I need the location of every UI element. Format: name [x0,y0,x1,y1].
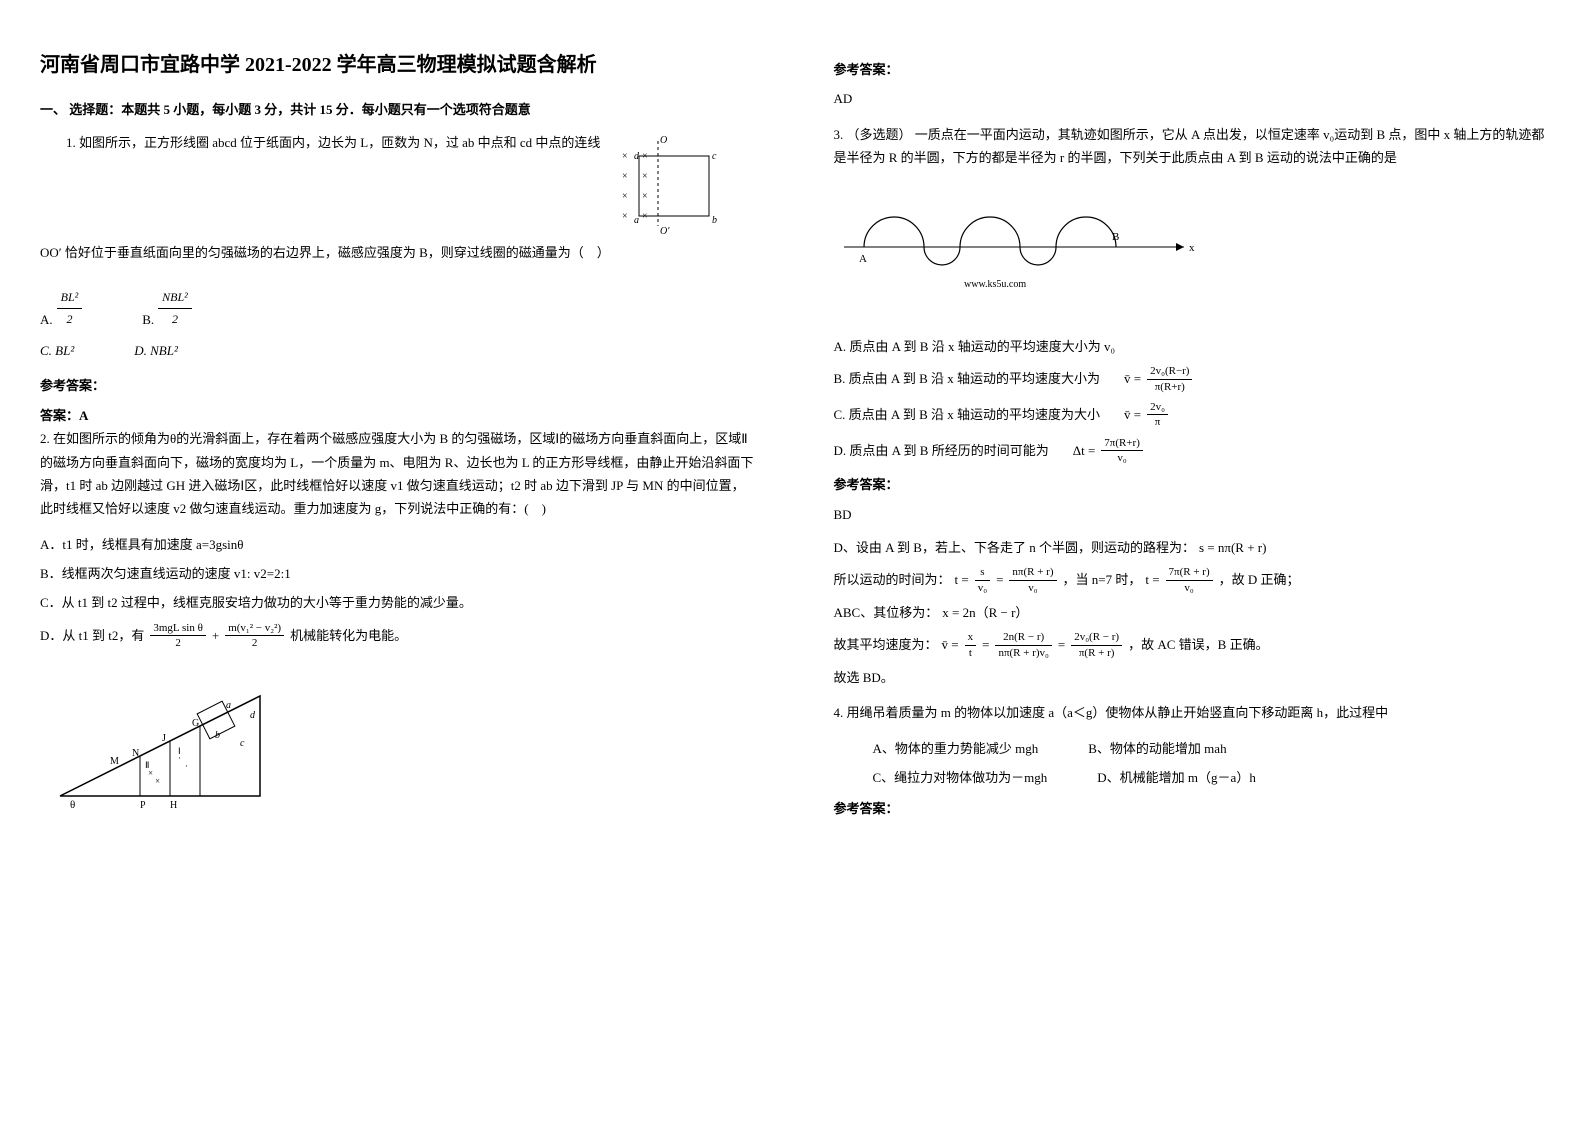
q3-sol-d: D、设由 A 到 B，若上、下各走了 n 个半圆，则运动的路程为： s = nπ… [834,536,1548,559]
q3-answer-label: 参考答案： [834,473,1548,496]
svg-text:a: a [226,700,231,711]
q4-stem: 4. 用绳吊着质量为 m 的物体以加速度 a（a＜g）使物体从静止开始竖直向下移… [834,701,1548,724]
q3-option-a: A. 质点由 A 到 B 沿 x 轴运动的平均速度大小为 v₀ [834,335,1548,358]
question-1: ×× ×× ×× ×× d c a b O O′ 1. 如图所示，正方形线圈 a… [40,131,754,427]
svg-text:O′: O′ [660,226,670,237]
q2-diagram: θ N J G P H M a d b c ×× ·· Ⅱ Ⅰ [40,666,280,816]
svg-text:×: × [155,776,160,786]
q4-option-d: D、机械能增加 m（g－a）h [1097,766,1256,789]
q4-answer-label: 参考答案： [834,797,1548,820]
q2-option-d: D．从 t1 到 t2，有 3mgL sin θ2 + m(v₁² − v₂²)… [40,621,754,651]
svg-text:N: N [132,748,139,759]
q3-diagram: x A B www.ks5u.com [834,192,1214,312]
question-3: 3. （多选题） 一质点在一平面内运动，其轨迹如图所示，它从 A 点出发，以恒定… [834,123,1548,689]
svg-text:θ: θ [70,799,75,811]
svg-text:Ⅰ: Ⅰ [178,746,181,756]
svg-text:G: G [192,718,199,729]
svg-text:Ⅱ: Ⅱ [145,760,149,770]
q1-answer-label: 参考答案： [40,374,754,397]
q1-option-d: D. NBL² [134,339,178,362]
svg-text:b: b [215,730,220,741]
svg-text:a: a [634,215,639,226]
q1-option-b: B. NBL²2 [142,287,192,331]
svg-text:×: × [642,191,648,202]
svg-text:x: x [1189,242,1195,254]
q3-sol-avg: 故其平均速度为： v̄ = xt = 2n(R − r)nπ(R + r)v₀ … [834,630,1548,660]
q3-option-d: D. 质点由 A 到 B 所经历的时间可能为 Δt = 7π(R+r)v₀ [834,436,1548,466]
svg-text:O: O [660,135,667,146]
section-header: 一、 选择题：本题共 5 小题，每小题 3 分，共计 15 分．每小题只有一个选… [40,98,754,121]
svg-text:·: · [185,761,188,771]
q3-sol-final: 故选 BD。 [834,666,1548,689]
question-2: 2. 在如图所示的倾角为θ的光滑斜面上，存在着两个磁感应强度大小为 B 的匀强磁… [40,427,754,834]
svg-text:×: × [642,171,648,182]
svg-text:×: × [622,211,628,222]
q2-stem: 2. 在如图所示的倾角为θ的光滑斜面上，存在着两个磁感应强度大小为 B 的匀强磁… [40,427,754,521]
right-column: 参考答案： AD 3. （多选题） 一质点在一平面内运动，其轨迹如图所示，它从 … [794,0,1587,1122]
q2-option-b: B．线框两次匀速直线运动的速度 v1: v2=2:1 [40,562,754,585]
svg-text:B: B [1112,231,1119,243]
question-4: 4. 用绳吊着质量为 m 的物体以加速度 a（a＜g）使物体从静止开始竖直向下移… [834,701,1548,821]
svg-text:www.ks5u.com: www.ks5u.com [964,279,1026,290]
svg-text:d: d [250,710,256,721]
svg-text:c: c [712,151,717,162]
q4-option-b: B、物体的动能增加 mah [1088,737,1226,760]
page-title: 河南省周口市宜路中学 2021-2022 学年高三物理模拟试题含解析 [40,50,754,80]
q2-option-c: C．从 t1 到 t2 过程中，线框克服安培力做功的大小等于重力势能的减少量。 [40,591,754,614]
svg-text:J: J [162,733,166,744]
svg-text:b: b [712,215,717,226]
svg-text:M: M [110,756,119,767]
q1-answer: 答案：A [40,404,754,427]
q3-sol-time: 所以运动的时间为： t = sv₀ = nπ(R + r)v₀ ，当 n=7 时… [834,565,1548,595]
q2-answer: AD [834,87,1548,110]
svg-text:P: P [140,800,146,811]
q3-option-b: B. 质点由 A 到 B 沿 x 轴运动的平均速度大小为 v̄ = 2v₀(R−… [834,364,1548,394]
svg-text:×: × [622,191,628,202]
q2-answer-label: 参考答案： [834,58,1548,81]
q1-diagram: ×× ×× ×× ×× d c a b O O′ [614,131,754,241]
q3-option-c: C. 质点由 A 到 B 沿 x 轴运动的平均速度为大小 v̄ = 2v₀π [834,400,1548,430]
svg-text:A: A [859,253,867,265]
svg-text:×: × [622,171,628,182]
left-column: 河南省周口市宜路中学 2021-2022 学年高三物理模拟试题含解析 一、 选择… [0,0,794,1122]
svg-text:c: c [240,738,245,749]
q2-option-a: A．t1 时，线框具有加速度 a=3gsinθ [40,533,754,556]
svg-text:×: × [622,151,628,162]
q3-stem: 3. （多选题） 一质点在一平面内运动，其轨迹如图所示，它从 A 点出发，以恒定… [834,123,1548,170]
q1-options: A. BL²2 B. NBL²2 C. BL² D. NBL² [40,287,754,363]
svg-text:H: H [170,800,177,811]
q4-option-c: C、绳拉力对物体做功为－mgh [873,766,1048,789]
q4-option-a: A、物体的重力势能减少 mgh [873,737,1039,760]
q1-option-a: A. BL²2 [40,287,82,331]
q3-sol-abc: ABC、其位移为： x = 2n（R − r） [834,601,1548,624]
q1-option-c: C. BL² [40,339,74,362]
q3-answer: BD [834,503,1548,526]
